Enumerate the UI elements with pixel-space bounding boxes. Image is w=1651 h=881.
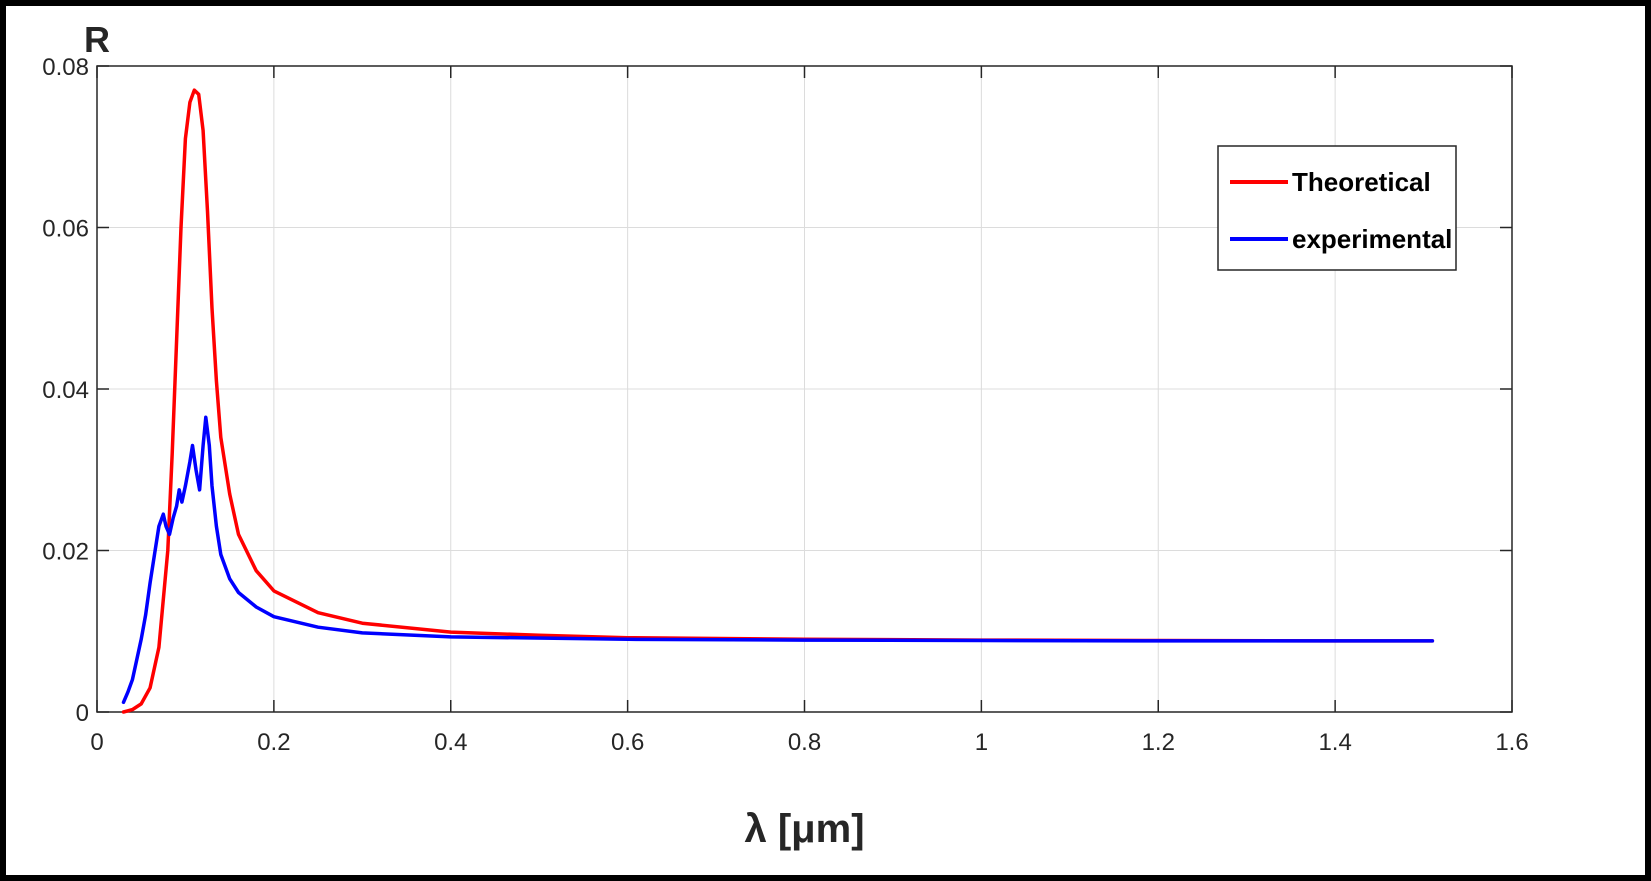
grid-lines xyxy=(97,66,1512,712)
y-tick-label: 0.06 xyxy=(42,216,89,243)
y-tick-label: 0.02 xyxy=(42,539,89,566)
x-tick-label: 0 xyxy=(90,729,103,756)
legend-box xyxy=(1217,145,1457,271)
y-axis-label: R xyxy=(84,19,110,60)
x-tick-label: 0.2 xyxy=(257,729,290,756)
x-tick-label: 0.8 xyxy=(788,729,821,756)
x-axis-label: λ [μm] xyxy=(744,807,864,851)
x-tick-label: 1.2 xyxy=(1142,729,1175,756)
y-tick-label: 0 xyxy=(76,700,89,727)
x-tick-label: 0.4 xyxy=(434,729,467,756)
legend-entry-experimental: experimental xyxy=(1292,224,1452,254)
y-tick-label: 0.04 xyxy=(42,377,89,404)
x-tick-label: 1.4 xyxy=(1318,729,1351,756)
y-tick-label: 0.08 xyxy=(42,54,89,81)
x-tick-label: 1.6 xyxy=(1495,729,1528,756)
axis-ticks: 0 0.2 0.4 0.6 0.8 1 1.2 1.4 1.6 0 0.02 0.04 0.06 0.08 xyxy=(42,54,1528,756)
series-line-experimental xyxy=(121,415,1435,705)
legend: Theoretical experimental xyxy=(1217,145,1457,271)
series-lines xyxy=(121,88,1435,714)
legend-entry-theoretical: Theoretical xyxy=(1292,167,1431,197)
x-tick-label: 1 xyxy=(975,729,988,756)
x-tick-label: 0.6 xyxy=(611,729,644,756)
